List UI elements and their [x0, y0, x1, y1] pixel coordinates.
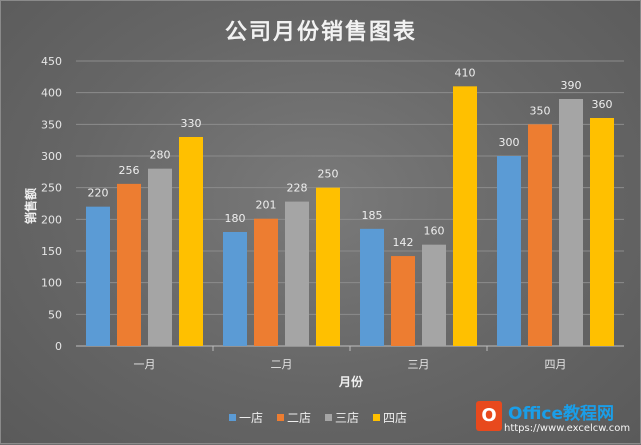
y-axis-ticks: 0 50 100 150 200 250 300 350 400 450 — [41, 55, 62, 353]
y-tick-label: 400 — [41, 87, 62, 100]
bar-二店-四月 — [528, 124, 552, 346]
y-tick-label: 200 — [41, 213, 62, 226]
x-tick-label: 三月 — [408, 358, 430, 371]
x-axis-title: 月份 — [338, 374, 364, 389]
data-label: 300 — [499, 136, 520, 149]
y-axis-title: 销售额 — [23, 188, 38, 224]
data-label: 201 — [256, 199, 277, 212]
data-label: 250 — [318, 168, 339, 181]
y-tick-label: 300 — [41, 150, 62, 163]
data-label: 390 — [561, 79, 582, 92]
legend-item-label: 一店 — [239, 411, 263, 425]
bar-二店-三月 — [391, 256, 415, 346]
legend-item-label: 二店 — [287, 411, 311, 425]
data-label: 180 — [225, 212, 246, 225]
x-axis-ticks: 一月 二月 三月 四月 — [134, 346, 567, 371]
legend-swatch — [373, 414, 380, 421]
y-tick-label: 50 — [48, 308, 62, 321]
legend-swatch — [229, 414, 236, 421]
y-tick-label: 250 — [41, 182, 62, 195]
bar-二店-二月 — [254, 218, 278, 346]
bar-四店-三月 — [453, 86, 477, 346]
bar-四店-二月 — [316, 187, 340, 346]
office-logo-icon: O — [476, 401, 502, 431]
legend-swatch — [325, 414, 332, 421]
legend-item-label: 四店 — [383, 411, 407, 425]
data-label: 228 — [287, 182, 308, 195]
y-tick-label: 0 — [55, 340, 62, 353]
bar-三店-三月 — [422, 244, 446, 346]
data-label: 256 — [119, 164, 140, 177]
bar-二店-一月 — [117, 183, 141, 346]
legend-swatch — [277, 414, 284, 421]
bar-一店-一月 — [86, 206, 110, 346]
watermark-url: https://www.excelcw.com — [504, 423, 631, 434]
data-label: 160 — [424, 225, 445, 238]
data-labels: 220 256 280 330 180 201 228 250 185 142 160 410 300 3… — [88, 66, 613, 249]
bar-四店-一月 — [179, 137, 203, 346]
bar-三店-二月 — [285, 201, 309, 346]
x-tick-label: 四月 — [545, 358, 567, 371]
y-tick-label: 450 — [41, 55, 62, 68]
y-tick-label: 150 — [41, 245, 62, 258]
bar-三店-四月 — [559, 99, 583, 346]
legend: 一店 二店 三店 四店 — [229, 411, 407, 425]
legend-item-label: 三店 — [335, 411, 359, 425]
x-tick-label: 二月 — [271, 358, 293, 371]
data-label: 142 — [393, 236, 414, 249]
chart-title: 公司月份销售图表 — [225, 19, 417, 45]
watermark-brand: Office教程网 — [508, 404, 615, 424]
x-tick-label: 一月 — [134, 358, 156, 371]
data-label: 350 — [530, 104, 551, 117]
bar-四店-四月 — [590, 118, 614, 346]
bar-三店-一月 — [148, 168, 172, 346]
bars — [86, 86, 614, 346]
bar-一店-二月 — [223, 232, 247, 346]
bar-一店-三月 — [360, 228, 384, 346]
y-tick-label: 350 — [41, 118, 62, 131]
data-label: 220 — [88, 187, 109, 200]
data-label: 410 — [455, 66, 476, 79]
data-label: 360 — [592, 98, 613, 111]
data-label: 330 — [181, 117, 202, 130]
y-tick-label: 100 — [41, 277, 62, 290]
watermark: O Office教程网 https://www.excelcw.com — [476, 399, 636, 439]
data-label: 185 — [362, 209, 383, 222]
data-label: 280 — [150, 149, 171, 162]
bar-一店-四月 — [497, 156, 521, 346]
